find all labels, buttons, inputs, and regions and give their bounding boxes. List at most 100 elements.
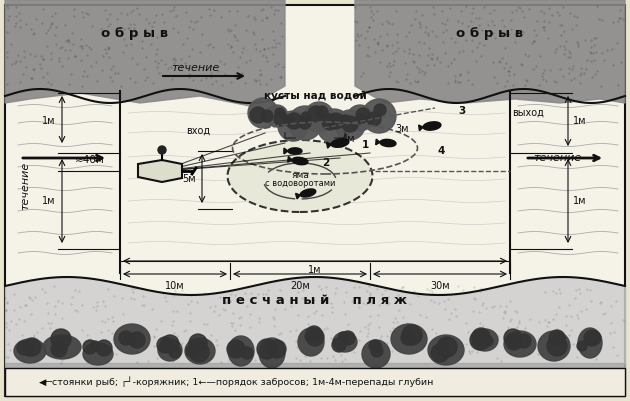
Circle shape [587, 331, 601, 345]
Circle shape [341, 331, 355, 345]
Circle shape [169, 346, 181, 358]
Ellipse shape [504, 331, 536, 357]
Text: яма: яма [291, 172, 309, 180]
Text: 3: 3 [458, 106, 465, 116]
Circle shape [356, 108, 370, 122]
Circle shape [483, 336, 493, 346]
Ellipse shape [538, 331, 570, 361]
Circle shape [506, 334, 522, 350]
Circle shape [340, 115, 350, 125]
Text: течение: течение [171, 63, 219, 73]
Text: с водоворотами: с водоворотами [265, 180, 335, 188]
Circle shape [369, 340, 381, 352]
Circle shape [266, 105, 288, 127]
Circle shape [342, 116, 358, 132]
Circle shape [274, 112, 288, 126]
Circle shape [268, 340, 286, 358]
Ellipse shape [472, 329, 498, 351]
Circle shape [161, 335, 179, 353]
Circle shape [437, 337, 457, 357]
Polygon shape [288, 156, 292, 162]
Circle shape [470, 330, 490, 350]
Circle shape [248, 98, 278, 128]
Circle shape [250, 107, 266, 123]
Circle shape [371, 345, 383, 357]
Circle shape [371, 341, 381, 351]
Text: 3м: 3м [395, 124, 409, 134]
Text: 30м: 30м [430, 281, 450, 291]
Circle shape [316, 106, 328, 118]
Circle shape [549, 330, 565, 346]
Text: течение: течение [533, 153, 581, 163]
Text: 1м: 1м [42, 116, 55, 126]
Circle shape [186, 345, 198, 357]
Polygon shape [5, 363, 625, 396]
Ellipse shape [259, 338, 285, 368]
Text: 1м: 1м [573, 116, 587, 126]
Circle shape [17, 341, 31, 355]
Ellipse shape [578, 328, 602, 358]
Polygon shape [331, 139, 349, 147]
Ellipse shape [298, 328, 324, 356]
Circle shape [305, 331, 315, 341]
Ellipse shape [114, 324, 150, 354]
Circle shape [278, 111, 308, 141]
Circle shape [96, 340, 112, 356]
Ellipse shape [391, 324, 427, 354]
Text: о б р ы в: о б р ы в [457, 26, 524, 40]
Polygon shape [326, 142, 331, 148]
Circle shape [332, 338, 346, 352]
Text: 1: 1 [362, 140, 369, 150]
Circle shape [304, 102, 334, 132]
Circle shape [306, 328, 324, 346]
Polygon shape [138, 160, 182, 182]
Circle shape [157, 337, 173, 353]
Circle shape [189, 342, 209, 362]
Circle shape [374, 104, 386, 116]
Text: п е с ч а н ы й     п л я ж: п е с ч а н ы й п л я ж [222, 294, 408, 308]
Ellipse shape [228, 336, 254, 366]
Circle shape [51, 341, 67, 357]
Circle shape [257, 339, 277, 359]
Circle shape [547, 336, 567, 356]
Polygon shape [380, 139, 396, 147]
Circle shape [504, 329, 522, 347]
Circle shape [275, 108, 285, 118]
Circle shape [284, 116, 294, 126]
Circle shape [577, 341, 587, 351]
Ellipse shape [362, 340, 390, 368]
Circle shape [347, 105, 373, 131]
Circle shape [317, 109, 351, 143]
Circle shape [288, 106, 322, 140]
Circle shape [23, 338, 41, 356]
Bar [5, 368, 625, 396]
Text: выход: выход [512, 108, 544, 118]
Polygon shape [5, 0, 285, 106]
Circle shape [553, 333, 565, 345]
Text: ≈40м: ≈40м [75, 155, 105, 165]
Circle shape [227, 340, 245, 358]
Circle shape [308, 106, 324, 122]
Polygon shape [355, 0, 625, 103]
Circle shape [119, 331, 133, 345]
Circle shape [439, 338, 449, 348]
Ellipse shape [428, 335, 464, 365]
Circle shape [406, 335, 416, 345]
Circle shape [90, 341, 100, 351]
Text: 1м: 1м [42, 196, 55, 206]
Text: 4м: 4м [341, 134, 355, 144]
Circle shape [356, 114, 366, 124]
Circle shape [299, 117, 311, 129]
Circle shape [286, 113, 302, 129]
Polygon shape [15, 379, 29, 385]
Text: 2: 2 [322, 158, 329, 168]
Polygon shape [295, 193, 301, 199]
Ellipse shape [158, 339, 182, 361]
Circle shape [301, 112, 311, 122]
Text: 4: 4 [437, 146, 444, 156]
Circle shape [129, 332, 145, 348]
Circle shape [158, 146, 166, 154]
Circle shape [232, 343, 244, 355]
Text: 20м: 20м [290, 281, 310, 291]
Circle shape [335, 110, 365, 140]
